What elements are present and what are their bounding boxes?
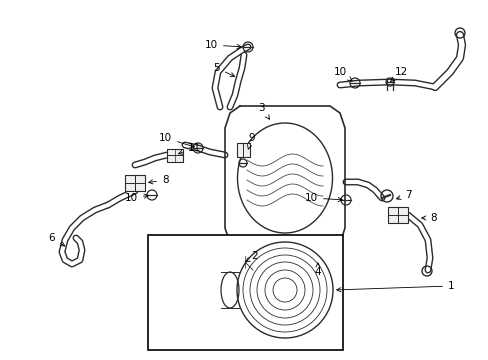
Bar [387,207,407,223]
Text: 10: 10 [159,133,194,148]
Text: 8: 8 [421,213,436,223]
Text: 12: 12 [389,67,407,82]
Text: 2: 2 [245,251,258,261]
Text: 6: 6 [49,233,65,246]
Text: 4: 4 [314,263,321,277]
Text: 9: 9 [247,133,254,149]
Text: 10: 10 [333,67,351,81]
Bar [148,235,342,350]
Text: 3: 3 [258,103,269,119]
Text: 5: 5 [213,63,234,77]
Text: 10: 10 [124,193,148,203]
Bar [167,149,183,162]
Text: 10: 10 [204,40,241,50]
Bar [125,175,145,191]
Text: 10: 10 [304,193,342,203]
Text: 7: 7 [396,190,411,200]
Text: 11: 11 [178,143,201,154]
Text: 8: 8 [148,175,168,185]
Bar [238,256,251,268]
Bar [236,143,249,157]
Text: 1: 1 [336,281,454,292]
